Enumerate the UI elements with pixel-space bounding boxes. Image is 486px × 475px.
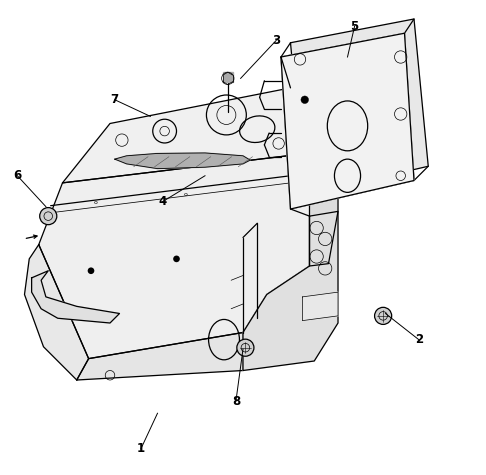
Circle shape bbox=[301, 96, 309, 104]
Text: 8: 8 bbox=[232, 395, 240, 408]
Text: 2: 2 bbox=[415, 333, 423, 346]
Polygon shape bbox=[63, 88, 319, 183]
Polygon shape bbox=[310, 152, 338, 266]
Circle shape bbox=[173, 256, 180, 262]
Polygon shape bbox=[77, 332, 243, 380]
Polygon shape bbox=[24, 245, 88, 380]
Text: 6: 6 bbox=[13, 169, 21, 182]
Circle shape bbox=[87, 267, 94, 274]
Polygon shape bbox=[115, 153, 250, 169]
Text: o: o bbox=[94, 200, 98, 205]
Polygon shape bbox=[243, 211, 338, 370]
Polygon shape bbox=[281, 33, 414, 209]
Circle shape bbox=[375, 307, 392, 324]
Polygon shape bbox=[302, 292, 338, 321]
Text: 4: 4 bbox=[158, 195, 166, 209]
Text: 7: 7 bbox=[111, 93, 119, 106]
Polygon shape bbox=[32, 271, 120, 323]
Circle shape bbox=[40, 208, 57, 225]
Circle shape bbox=[237, 339, 254, 356]
Polygon shape bbox=[223, 72, 232, 82]
Polygon shape bbox=[39, 152, 319, 359]
Text: 5: 5 bbox=[350, 19, 359, 33]
Text: o: o bbox=[184, 192, 188, 197]
Polygon shape bbox=[281, 33, 414, 209]
Polygon shape bbox=[291, 19, 428, 195]
Text: 3: 3 bbox=[272, 34, 280, 47]
Text: 1: 1 bbox=[137, 442, 145, 456]
